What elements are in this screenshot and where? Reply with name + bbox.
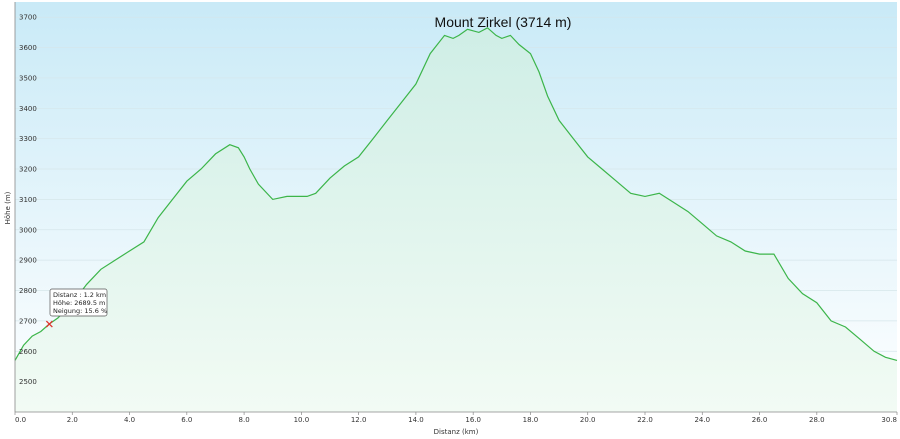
x-tick-label: 12.0 bbox=[351, 416, 367, 424]
x-tick-label: 26.0 bbox=[752, 416, 768, 424]
x-tick-label: 16.0 bbox=[465, 416, 481, 424]
x-tick-label: 28.0 bbox=[809, 416, 825, 424]
x-tick-label: 6.0 bbox=[181, 416, 192, 424]
x-tick-labels: 0.0 2.0 4.0 6.0 8.0 10.0 12.0 14.0 16.0 18.0 20.0 2… bbox=[14, 412, 898, 424]
x-axis-label: Distanz (km) bbox=[434, 428, 479, 436]
y-tick-label: 3400 bbox=[19, 105, 37, 113]
y-tick-label: 3500 bbox=[19, 74, 37, 82]
elevation-area bbox=[15, 27, 897, 413]
y-tick-label: 2700 bbox=[19, 317, 37, 325]
chart-title: Mount Zirkel (3714 m) bbox=[435, 14, 572, 30]
y-tick-label: 3200 bbox=[19, 166, 37, 174]
marker-tooltip-line: Höhe: 2689.5 m bbox=[53, 299, 105, 307]
x-tick-label: 14.0 bbox=[408, 416, 424, 424]
y-axis-label: Höhe (m) bbox=[4, 191, 12, 224]
marker-tooltip-line: Neigung: 15.6 % bbox=[53, 307, 107, 315]
y-tick-label: 2900 bbox=[19, 257, 37, 265]
x-tick-label: 20.0 bbox=[580, 416, 596, 424]
y-tick-label: 2500 bbox=[19, 378, 37, 386]
y-tick-labels: 2500 2600 2700 2800 2900 3000 3100 3200 3300 3400… bbox=[19, 14, 37, 386]
y-tick-label: 3300 bbox=[19, 135, 37, 143]
y-tick-label: 3700 bbox=[19, 14, 37, 22]
x-tick-label: 4.0 bbox=[124, 416, 135, 424]
x-tick-label: 24.0 bbox=[694, 416, 710, 424]
x-tick-label: 8.0 bbox=[239, 416, 250, 424]
marker-tooltip-line: Distanz : 1.2 km bbox=[53, 291, 106, 299]
x-tick-label: 30.8 bbox=[881, 416, 897, 424]
y-tick-label: 2800 bbox=[19, 287, 37, 295]
x-tick-label: 10.0 bbox=[294, 416, 310, 424]
marker-cross-icon[interactable] bbox=[45, 320, 53, 328]
x-tick-label: 22.0 bbox=[637, 416, 653, 424]
y-tick-label: 3100 bbox=[19, 196, 37, 204]
x-tick-label: 18.0 bbox=[523, 416, 539, 424]
y-tick-label: 2600 bbox=[19, 348, 37, 356]
x-tick-label: 0.0 bbox=[15, 416, 26, 424]
x-tick-label: 2.0 bbox=[67, 416, 78, 424]
y-tick-label: 3600 bbox=[19, 44, 37, 52]
elevation-line bbox=[14, 27, 898, 361]
y-tick-label: 3000 bbox=[19, 226, 37, 234]
marker-tooltip bbox=[49, 288, 108, 317]
